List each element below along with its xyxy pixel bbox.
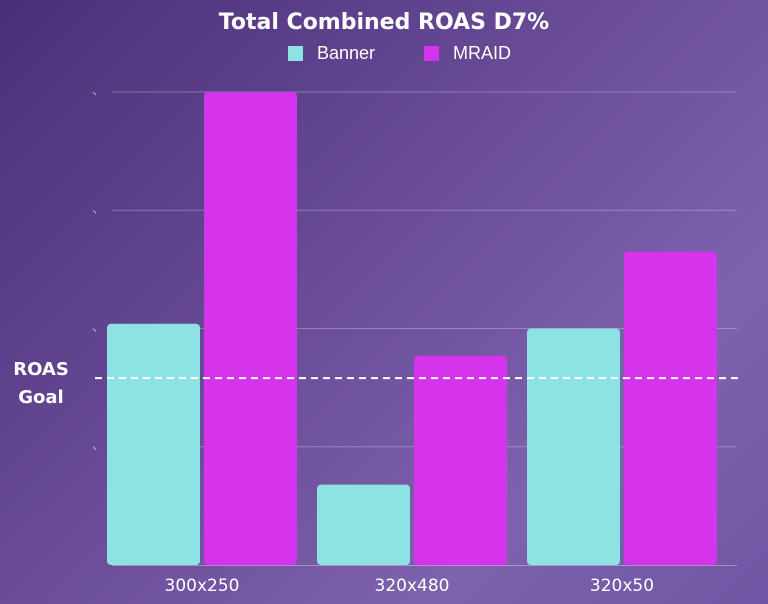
roas-goal-label-line1: ROAS xyxy=(13,359,69,380)
bar-banner-320x480 xyxy=(317,484,410,565)
legend-label-mraid: MRAID xyxy=(453,43,511,63)
bar-mraid-300x250 xyxy=(204,92,297,565)
legend-item-banner: Banner xyxy=(288,43,375,64)
legend: Banner MRAID xyxy=(0,43,768,67)
roas-goal-label-line2: Goal xyxy=(18,387,64,408)
bar-mraid-320x50 xyxy=(624,251,717,565)
y-axis-tick xyxy=(92,91,97,96)
bar-mraid-320x480 xyxy=(414,355,507,565)
x-tick-label: 320x480 xyxy=(375,576,450,596)
x-tick-label: 320x50 xyxy=(590,576,654,596)
bar-banner-320x50 xyxy=(527,328,620,565)
chart-title: Total Combined ROAS D7% xyxy=(218,10,550,35)
legend-item-mraid: MRAID xyxy=(424,43,511,64)
legend-swatch-mraid xyxy=(424,46,439,61)
y-axis-tick xyxy=(92,328,97,332)
x-tick-label: 300x250 xyxy=(165,576,240,596)
legend-swatch-banner xyxy=(288,46,303,61)
legend-label-banner: Banner xyxy=(317,43,376,63)
bar-banner-300x250 xyxy=(107,323,200,565)
y-axis-tick xyxy=(92,446,97,451)
y-axis-tick xyxy=(92,209,97,214)
roas-goal-label: ROAS Goal xyxy=(6,356,76,412)
